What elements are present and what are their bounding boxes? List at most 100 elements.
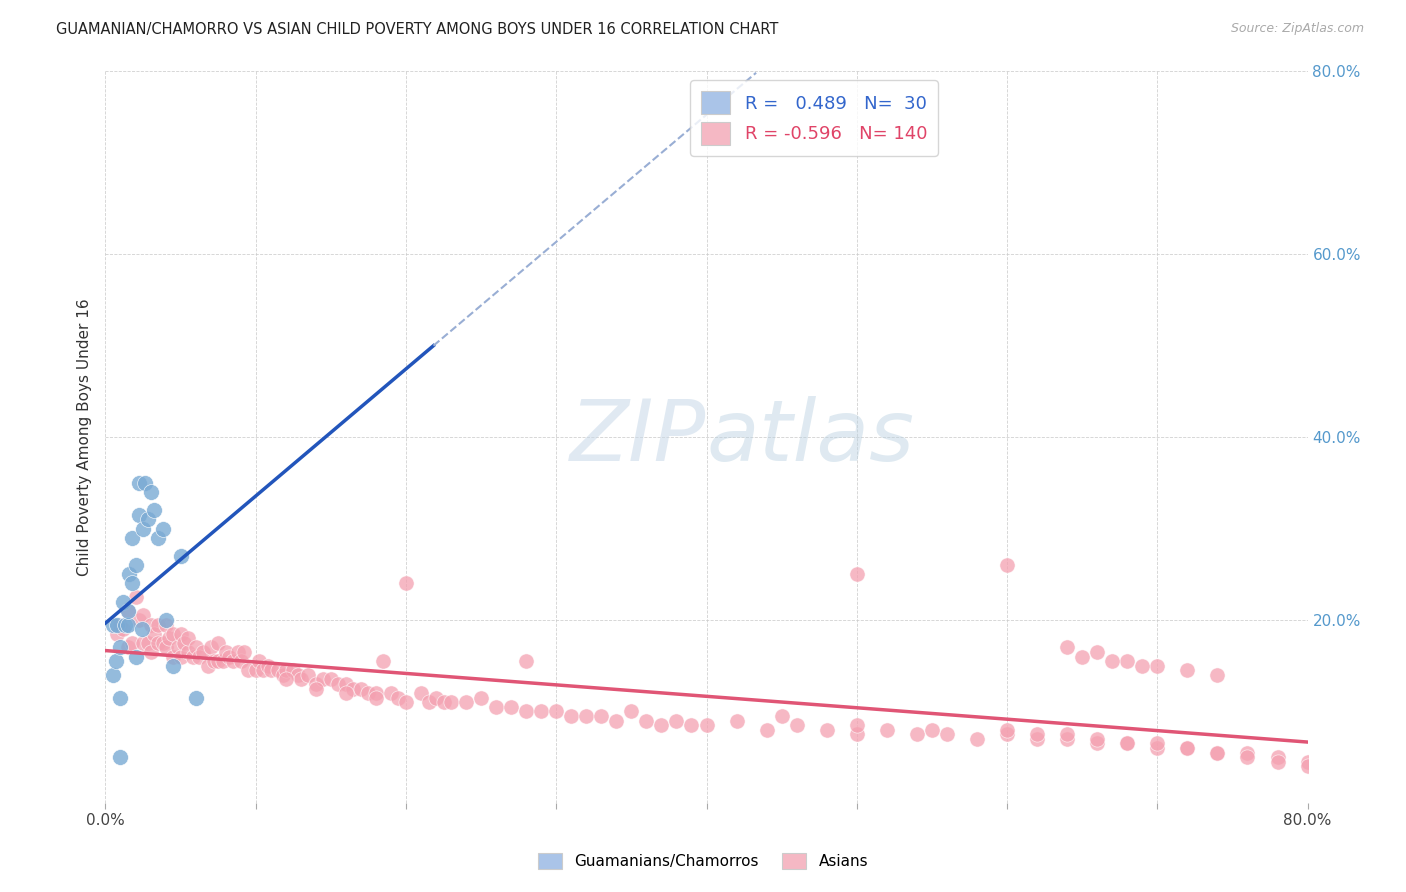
Point: [139, 485, 162, 500]
Point: [1267, 755, 1289, 769]
Point: [1206, 667, 1229, 681]
Point: [515, 705, 537, 719]
Point: [107, 617, 129, 632]
Point: [117, 604, 139, 618]
Point: [770, 709, 793, 723]
Point: [245, 663, 267, 677]
Point: [1056, 727, 1078, 741]
Point: [142, 503, 165, 517]
Point: [1116, 736, 1139, 750]
Point: [440, 695, 463, 709]
Point: [546, 705, 568, 719]
Point: [312, 673, 335, 687]
Point: [238, 663, 260, 677]
Point: [110, 690, 132, 705]
Point: [128, 508, 150, 522]
Point: [696, 718, 718, 732]
Point: [162, 649, 184, 664]
Text: Source: ZipAtlas.com: Source: ZipAtlas.com: [1230, 22, 1364, 36]
Point: [117, 640, 139, 655]
Point: [146, 636, 169, 650]
Point: [184, 690, 207, 705]
Point: [152, 521, 174, 535]
Point: [418, 695, 440, 709]
Point: [305, 677, 328, 691]
Point: [966, 731, 988, 746]
Point: [287, 667, 309, 681]
Point: [207, 654, 229, 668]
Point: [470, 690, 492, 705]
Point: [395, 695, 418, 709]
Text: GUAMANIAN/CHAMORRO VS ASIAN CHILD POVERTY AMONG BOYS UNDER 16 CORRELATION CHART: GUAMANIAN/CHAMORRO VS ASIAN CHILD POVERT…: [56, 22, 779, 37]
Point: [162, 626, 184, 640]
Point: [1085, 645, 1108, 659]
Point: [1236, 750, 1258, 764]
Point: [222, 654, 245, 668]
Text: atlas: atlas: [707, 395, 914, 479]
Point: [117, 617, 139, 632]
Point: [387, 690, 409, 705]
Point: [575, 709, 598, 723]
Point: [815, 723, 838, 737]
Point: [290, 673, 312, 687]
Point: [921, 723, 943, 737]
Point: [101, 667, 124, 681]
Point: [485, 699, 508, 714]
Point: [1236, 746, 1258, 760]
Point: [252, 663, 274, 677]
Point: [373, 654, 395, 668]
Point: [197, 658, 219, 673]
Point: [380, 686, 402, 700]
Point: [432, 695, 454, 709]
Point: [157, 632, 180, 646]
Point: [128, 475, 150, 490]
Point: [136, 636, 159, 650]
Point: [1116, 736, 1139, 750]
Point: [786, 718, 808, 732]
Point: [328, 677, 350, 691]
Point: [274, 673, 297, 687]
Point: [1146, 736, 1168, 750]
Point: [155, 613, 177, 627]
Point: [177, 632, 200, 646]
Point: [1175, 740, 1198, 755]
Point: [232, 645, 254, 659]
Legend: Guamanians/Chamorros, Asians: Guamanians/Chamorros, Asians: [531, 847, 875, 875]
Point: [121, 636, 143, 650]
Text: ZIP: ZIP: [571, 395, 707, 479]
Point: [104, 654, 127, 668]
Point: [169, 626, 191, 640]
Point: [665, 714, 688, 728]
Point: [1175, 740, 1198, 755]
Point: [1026, 727, 1049, 741]
Legend: R =   0.489   N=  30, R = -0.596   N= 140: R = 0.489 N= 30, R = -0.596 N= 140: [690, 80, 938, 156]
Point: [146, 531, 169, 545]
Point: [229, 654, 252, 668]
Point: [1130, 658, 1153, 673]
Point: [605, 714, 627, 728]
Point: [131, 622, 153, 636]
Point: [124, 649, 146, 664]
Point: [107, 626, 129, 640]
Point: [876, 723, 898, 737]
Point: [132, 608, 155, 623]
Point: [124, 590, 146, 604]
Point: [357, 686, 380, 700]
Point: [755, 723, 778, 737]
Point: [1085, 731, 1108, 746]
Point: [283, 663, 305, 677]
Point: [200, 640, 222, 655]
Point: [191, 645, 214, 659]
Point: [350, 681, 373, 696]
Point: [134, 475, 156, 490]
Point: [173, 636, 195, 650]
Point: [454, 695, 477, 709]
Point: [181, 649, 204, 664]
Point: [995, 723, 1018, 737]
Point: [905, 727, 928, 741]
Point: [425, 690, 447, 705]
Point: [1296, 755, 1319, 769]
Point: [725, 714, 748, 728]
Point: [155, 617, 177, 632]
Point: [995, 727, 1018, 741]
